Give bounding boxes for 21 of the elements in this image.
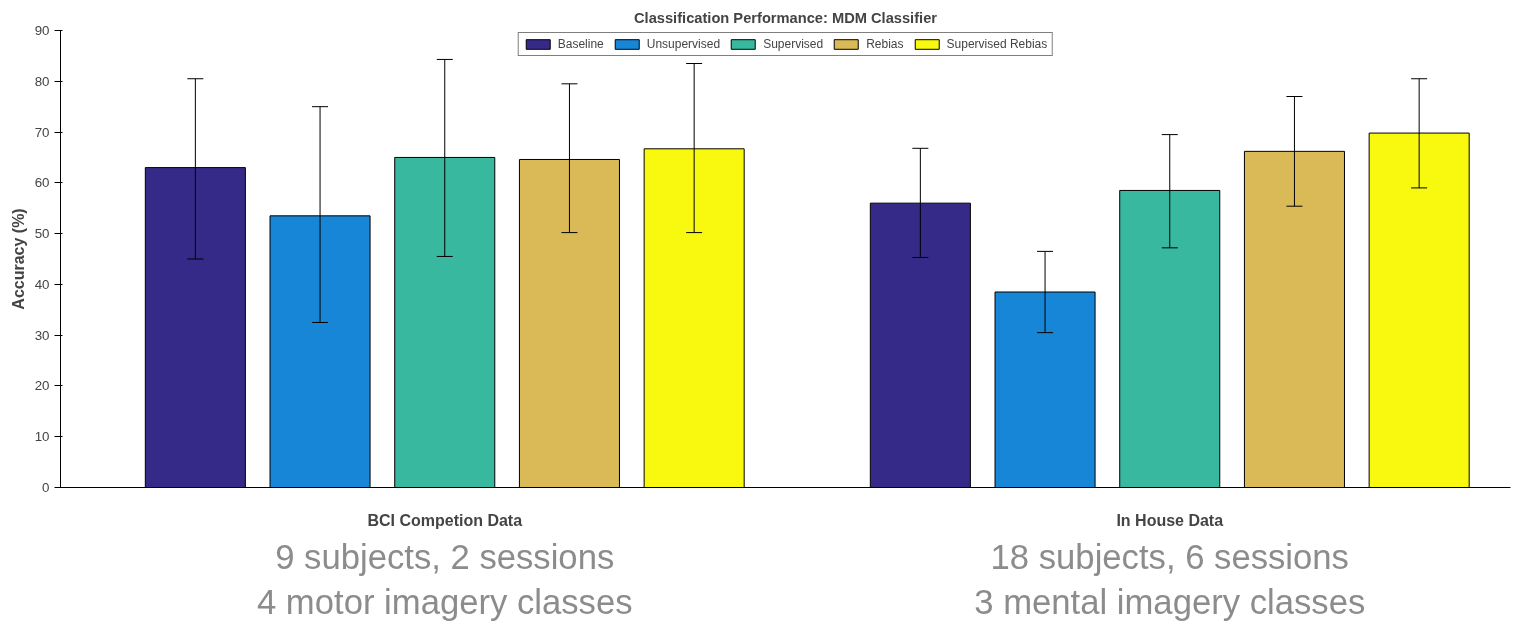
y-tick-label: 40 — [34, 276, 50, 292]
legend-label: Supervised Rebias — [946, 37, 1048, 51]
legend-label: Supervised — [763, 37, 824, 51]
text: 9 subjects, 2 sessions 4 motor imagery classes — [256, 537, 633, 622]
x-tick-label: In House Data — [1116, 511, 1224, 529]
legend-label: Baseline — [557, 37, 604, 51]
y-tick-label: 20 — [34, 378, 50, 394]
y-tick-label: 80 — [34, 73, 50, 89]
y-tick-label: 70 — [34, 124, 50, 140]
y-tick-label: 90 — [34, 23, 50, 38]
y-tick-label: 30 — [34, 327, 50, 343]
y-axis-title: Accuracy (%) — [9, 208, 27, 310]
legend-label: Rebias — [866, 37, 904, 51]
legend-label: Unsupervised — [646, 37, 721, 51]
y-tick-label: 0 — [42, 480, 50, 495]
y-tick-label: 50 — [34, 226, 50, 242]
y-tick-label: 60 — [34, 175, 50, 191]
text: 18 subjects, 6 sessions 3 mental imagery classes — [974, 537, 1366, 622]
chart-title: Classification Performance: MDM Classifier — [634, 9, 938, 26]
y-tick-label: 10 — [34, 429, 50, 445]
x-tick-label: BCI Competion Data — [367, 511, 523, 529]
